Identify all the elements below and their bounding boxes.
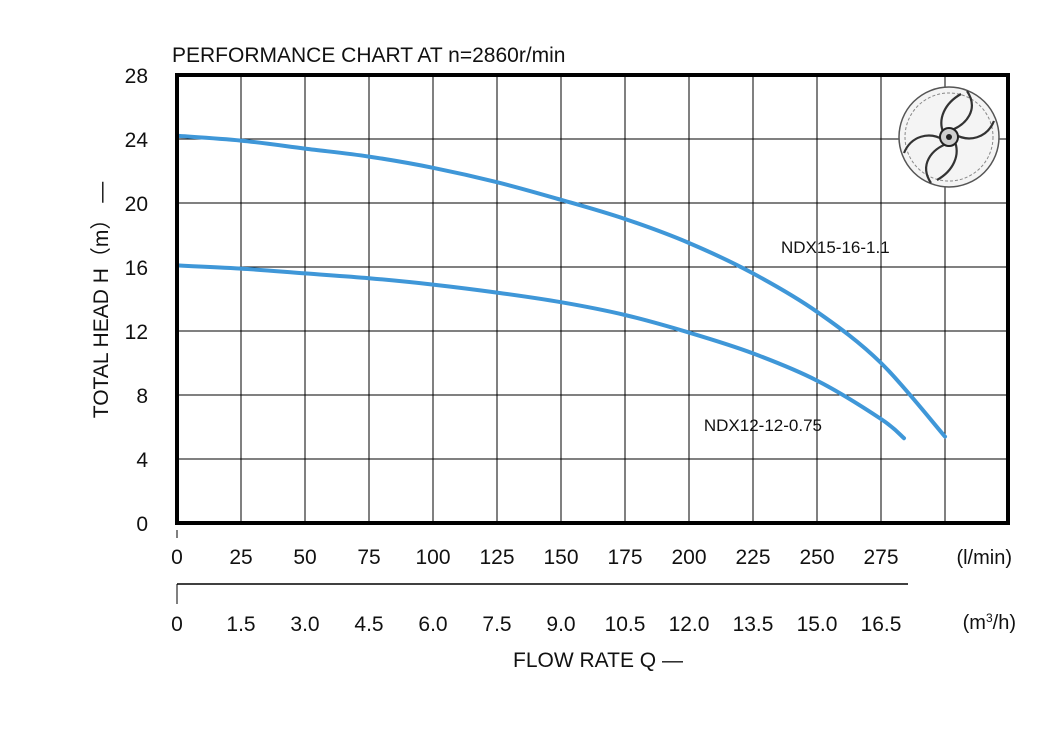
series-lines: NDX15-16-1.1 NDX12-12-0.75 — [175, 133, 947, 441]
y-tick-label: 16 — [125, 257, 148, 280]
x-tick-label-m3h: 4.5 — [354, 613, 383, 636]
plot-frame — [175, 73, 1010, 525]
x-tick-label-m3h: 13.5 — [733, 613, 774, 636]
x-tick-label-m3h: 12.0 — [669, 613, 710, 636]
x-tick-label-lmin: 175 — [607, 546, 642, 569]
x-tick-label-lmin: 100 — [415, 546, 450, 569]
y-tick-label: 4 — [136, 449, 148, 472]
series-label: NDX15-16-1.1 — [781, 238, 890, 257]
x-tick-label-lmin: 225 — [735, 546, 770, 569]
y-tick-label: 28 — [125, 65, 148, 88]
x-tick-label-m3h: 0 — [171, 613, 183, 636]
x-tick-label-lmin: 250 — [799, 546, 834, 569]
series-line — [175, 133, 947, 439]
y-tick-label: 8 — [136, 385, 148, 408]
x-tick-label-lmin: 25 — [229, 546, 252, 569]
x-tick-label-lmin: 150 — [543, 546, 578, 569]
x-unit-m3h: (m3/h) — [963, 611, 1016, 634]
series-label: NDX12-12-0.75 — [704, 416, 822, 435]
y-tick-label: 12 — [125, 321, 148, 344]
x-axis-title: FLOW RATE Q — — [513, 649, 683, 672]
grid — [177, 75, 1008, 523]
y-tick-labels: 0 4 8 12 16 20 24 28 — [125, 65, 149, 536]
x-tick-label-lmin: 275 — [863, 546, 898, 569]
x-tick-label-m3h: 7.5 — [482, 613, 511, 636]
x-tick-label-lmin: 200 — [671, 546, 706, 569]
x-tick-label-lmin: 75 — [357, 546, 380, 569]
x-tick-label-m3h: 6.0 — [418, 613, 447, 636]
x-tick-label-m3h: 10.5 — [605, 613, 646, 636]
x-unit-lmin: (l/min) — [956, 547, 1012, 569]
x-tick-label-m3h: 9.0 — [546, 613, 575, 636]
x-tick-label-m3h: 3.0 — [290, 613, 319, 636]
x-tick-label-m3h: 1.5 — [226, 613, 255, 636]
x-tick-label-m3h: 16.5 — [861, 613, 902, 636]
x-tick-label-lmin: 50 — [293, 546, 316, 569]
y-axis-title: TOTAL HEAD H（m） — — [90, 182, 113, 418]
x-tick-label-lmin: 125 — [479, 546, 514, 569]
x-tick-label-lmin: 0 — [171, 546, 183, 569]
series-line — [175, 263, 906, 441]
x-tick-label-m3h: 15.0 — [797, 613, 838, 636]
y-tick-label: 0 — [136, 513, 148, 536]
y-tick-label: 20 — [125, 193, 148, 216]
y-tick-label: 24 — [125, 129, 149, 152]
x-axis-m3h: 0 1.5 3.0 4.5 6.0 7.5 9.0 10.5 12.0 13.5 15.0 16.5 — [171, 584, 901, 636]
chart-title: PERFORMANCE CHART AT n=2860r/min — [172, 44, 565, 67]
x-axis-lmin: 0 25 50 75 100 125 150 175 200 225 250 275 — [171, 530, 908, 585]
impeller-icon — [898, 86, 1000, 188]
